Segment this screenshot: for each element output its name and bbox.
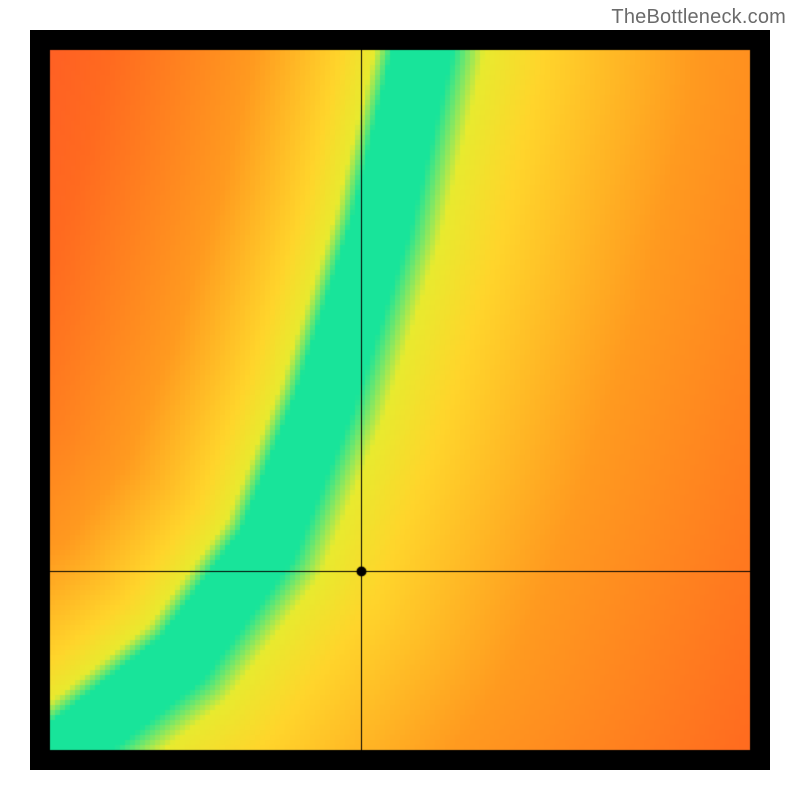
plot-frame bbox=[30, 30, 770, 770]
watermark-text: TheBottleneck.com bbox=[611, 6, 786, 29]
heatmap-canvas bbox=[30, 30, 770, 770]
chart-container: TheBottleneck.com bbox=[0, 0, 800, 800]
